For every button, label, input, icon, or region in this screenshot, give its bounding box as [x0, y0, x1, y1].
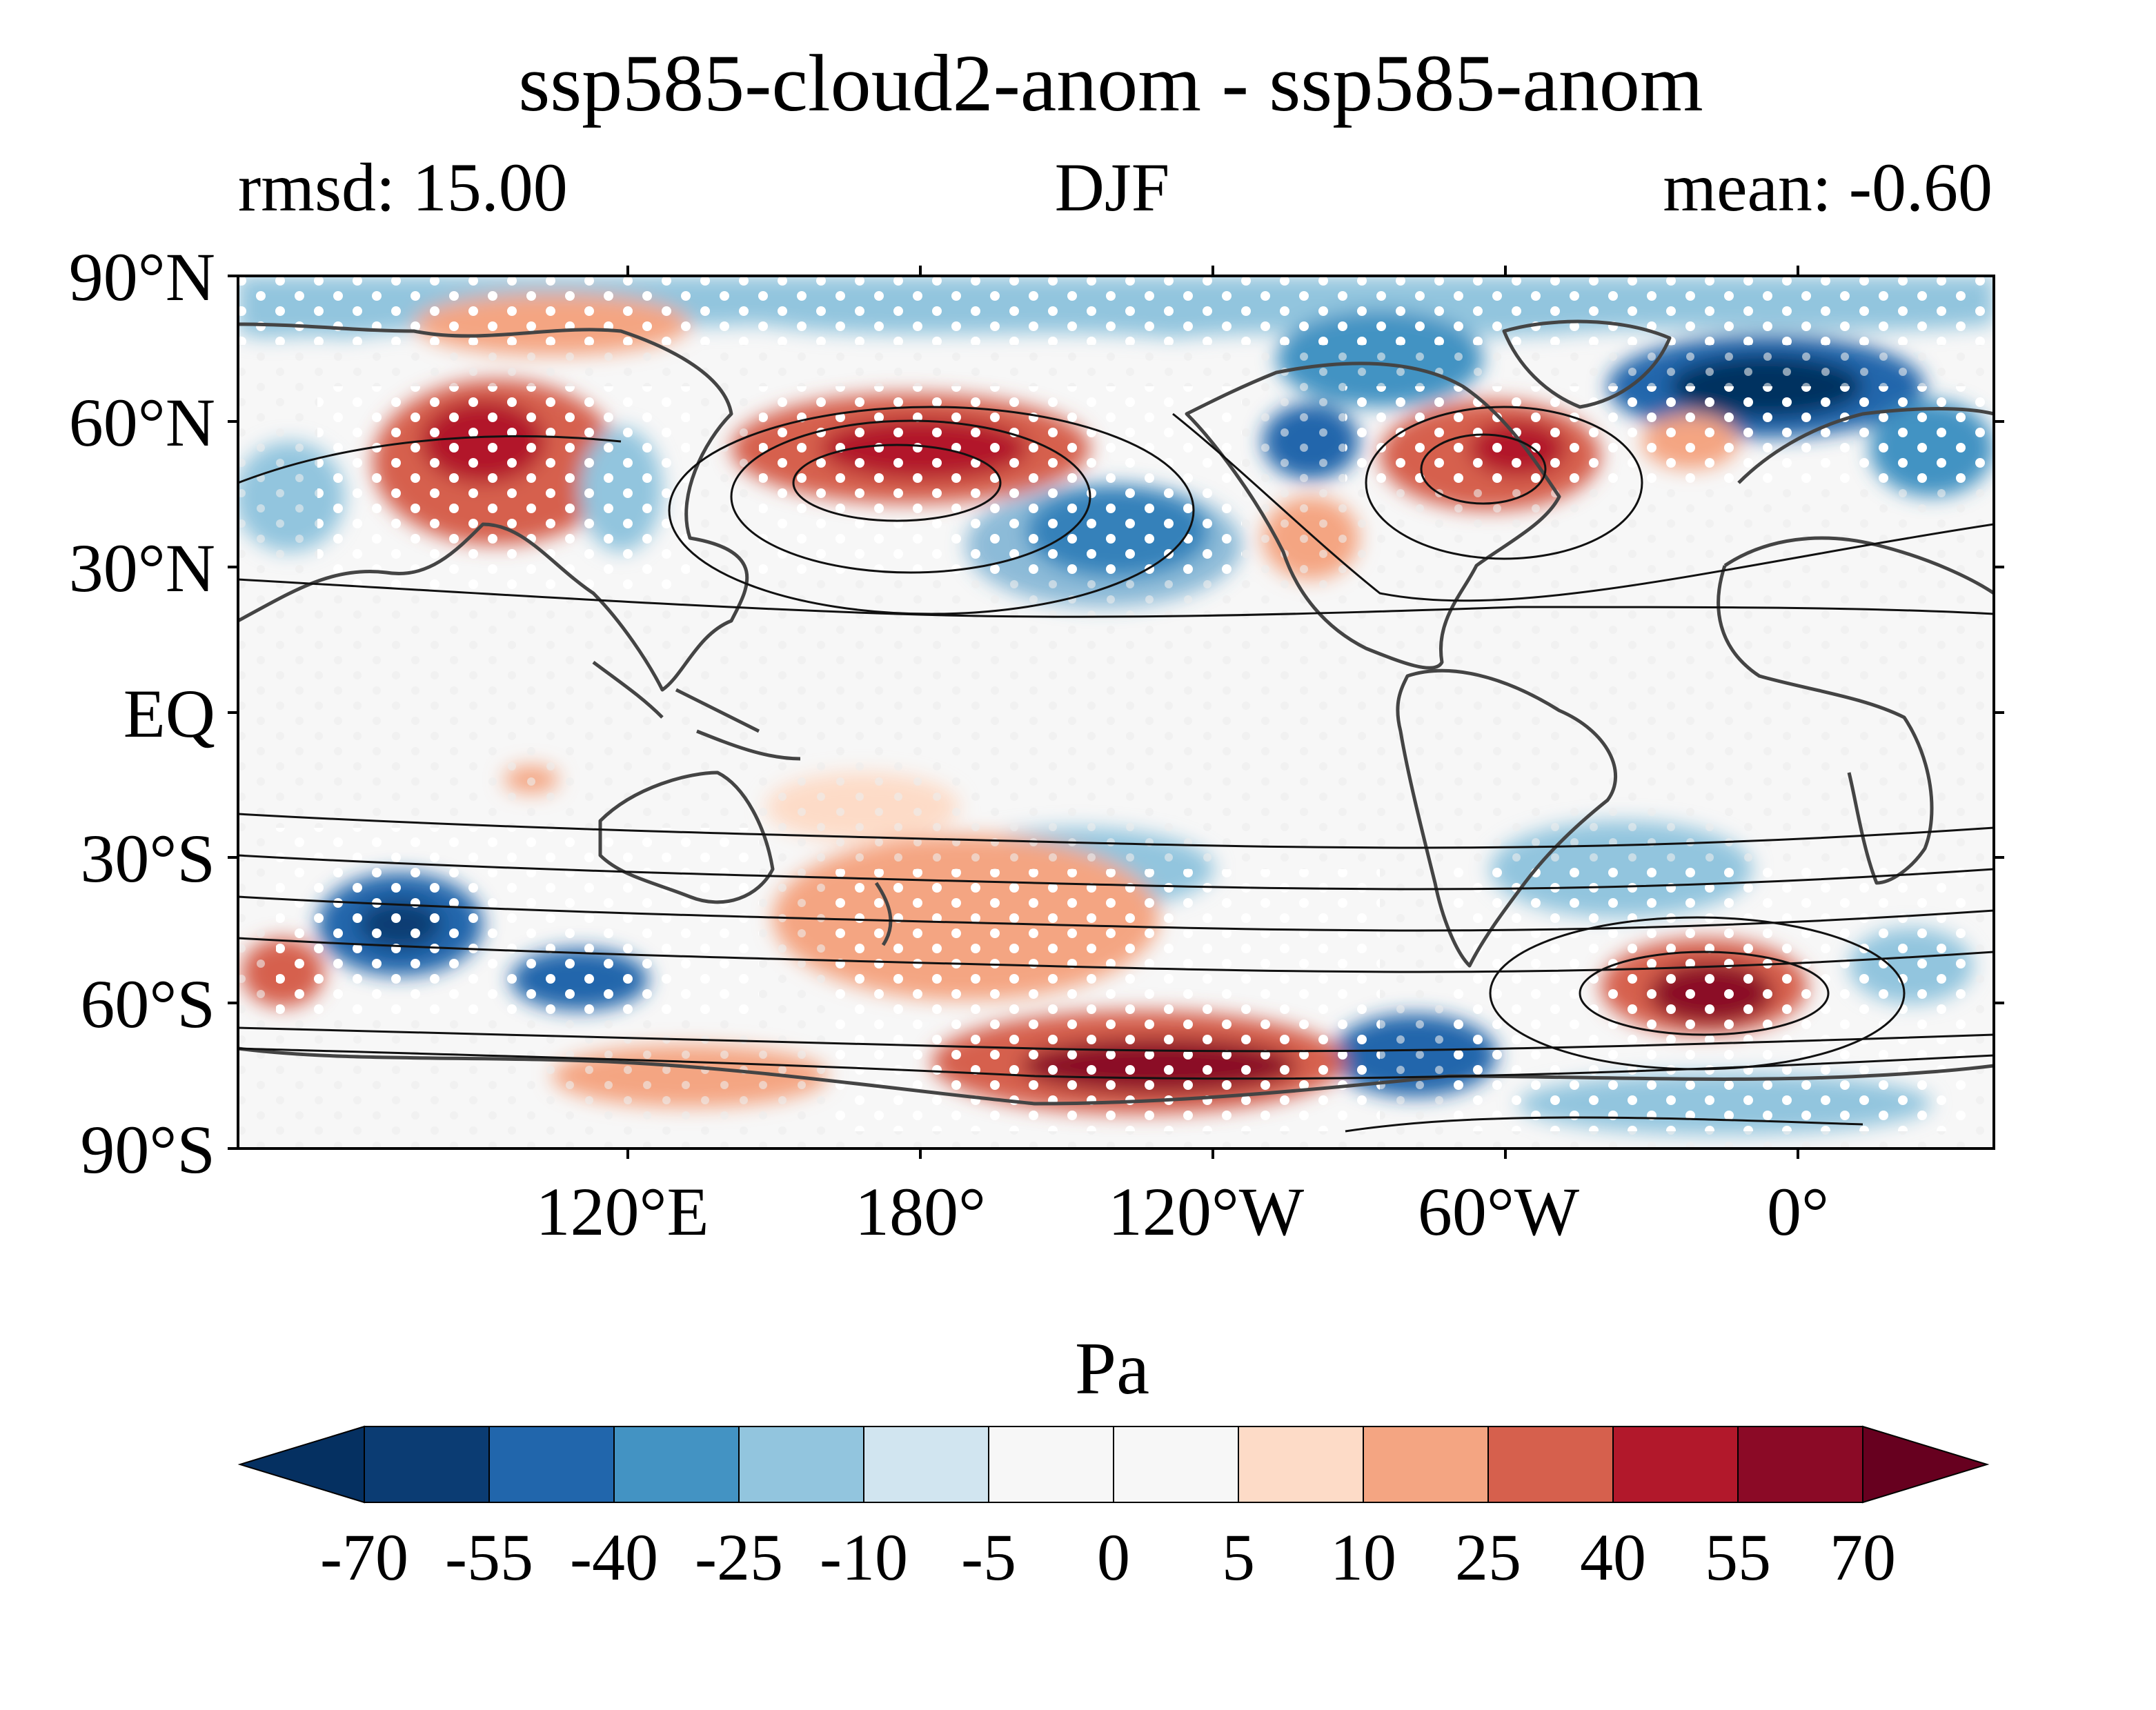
lat-labels: 90°N 60°N 30°N EQ 30°S 60°S 90°S	[69, 239, 215, 1188]
colorbar-tick-labels: -70 -55 -40 -25 -10 -5 0 5 10 25 40 55 70	[320, 1520, 1896, 1594]
colorbar-tick-label: 25	[1455, 1520, 1521, 1594]
colorbar-tick-label: -55	[445, 1520, 533, 1594]
colorbar-segment	[1612, 1426, 1739, 1503]
anomaly-field	[238, 276, 1994, 1149]
colorbar-segment	[1487, 1426, 1614, 1503]
colorbar-tick-label: 70	[1830, 1520, 1896, 1594]
colorbar-segment	[488, 1426, 615, 1503]
colorbar-tick-label: 55	[1705, 1520, 1771, 1594]
colorbar-segment	[1363, 1426, 1489, 1503]
figure-title: ssp585-cloud2-anom - ssp585-anom	[518, 38, 1703, 128]
colorbar-extend-min	[237, 1425, 365, 1504]
colorbar-segments	[237, 1425, 1990, 1504]
colorbar-segment	[364, 1426, 490, 1503]
colorbar-tick-label: -25	[695, 1520, 783, 1594]
colorbar-tick-label: 10	[1330, 1520, 1396, 1594]
colorbar-segment	[1737, 1426, 1863, 1503]
colorbar-segment	[988, 1426, 1114, 1503]
colorbar-tick-label: -70	[320, 1520, 408, 1594]
colorbar-segment	[1238, 1426, 1364, 1503]
lat-label-60s: 60°S	[80, 966, 215, 1042]
subtitle-center: DJF	[1055, 149, 1170, 226]
subtitle-right: mean: -0.60	[1663, 149, 1992, 226]
colorbar-tick-label: -40	[570, 1520, 658, 1594]
colorbar-tick-label: -5	[961, 1520, 1016, 1594]
lon-label-60w: 60°W	[1418, 1173, 1580, 1250]
lat-label-eq: EQ	[123, 675, 215, 752]
lat-label-60n: 60°N	[69, 384, 215, 461]
lon-labels: 120°E 180° 120°W 60°W 0°	[535, 1173, 1829, 1250]
colorbar-segment	[1113, 1426, 1239, 1503]
lon-label-180: 180°	[855, 1173, 986, 1250]
coastlines	[238, 319, 1994, 1106]
colorbar-label: Pa	[1075, 1328, 1149, 1410]
colorbar-extend-max	[1862, 1425, 1990, 1504]
lat-label-30n: 30°N	[69, 530, 215, 606]
colorbar-tick-label: 40	[1580, 1520, 1646, 1594]
colorbar-tick-label: 5	[1222, 1520, 1255, 1594]
lon-label-120w: 120°W	[1108, 1173, 1305, 1250]
colorbar-segment	[738, 1426, 864, 1503]
lat-label-90s: 90°S	[80, 1111, 215, 1188]
colorbar-segment	[613, 1426, 740, 1503]
contours	[238, 406, 1994, 1133]
axis-ticks	[228, 266, 2004, 1159]
colorbar-segment	[863, 1426, 989, 1503]
lon-label-0: 0°	[1767, 1173, 1829, 1250]
lat-label-30s: 30°S	[80, 820, 215, 897]
colorbar: Pa -70 -55 -40 -25 -10 -5 0 5 10 25 40 55 70	[237, 1328, 1990, 1594]
colorbar-tick-label: 0	[1097, 1520, 1130, 1594]
colorbar-tick-label: -10	[820, 1520, 908, 1594]
lat-label-90n: 90°N	[69, 239, 215, 315]
lon-label-120e: 120°E	[535, 1173, 709, 1250]
map-panel	[237, 275, 1995, 1150]
subtitle-left: rmsd: 15.00	[238, 149, 568, 226]
